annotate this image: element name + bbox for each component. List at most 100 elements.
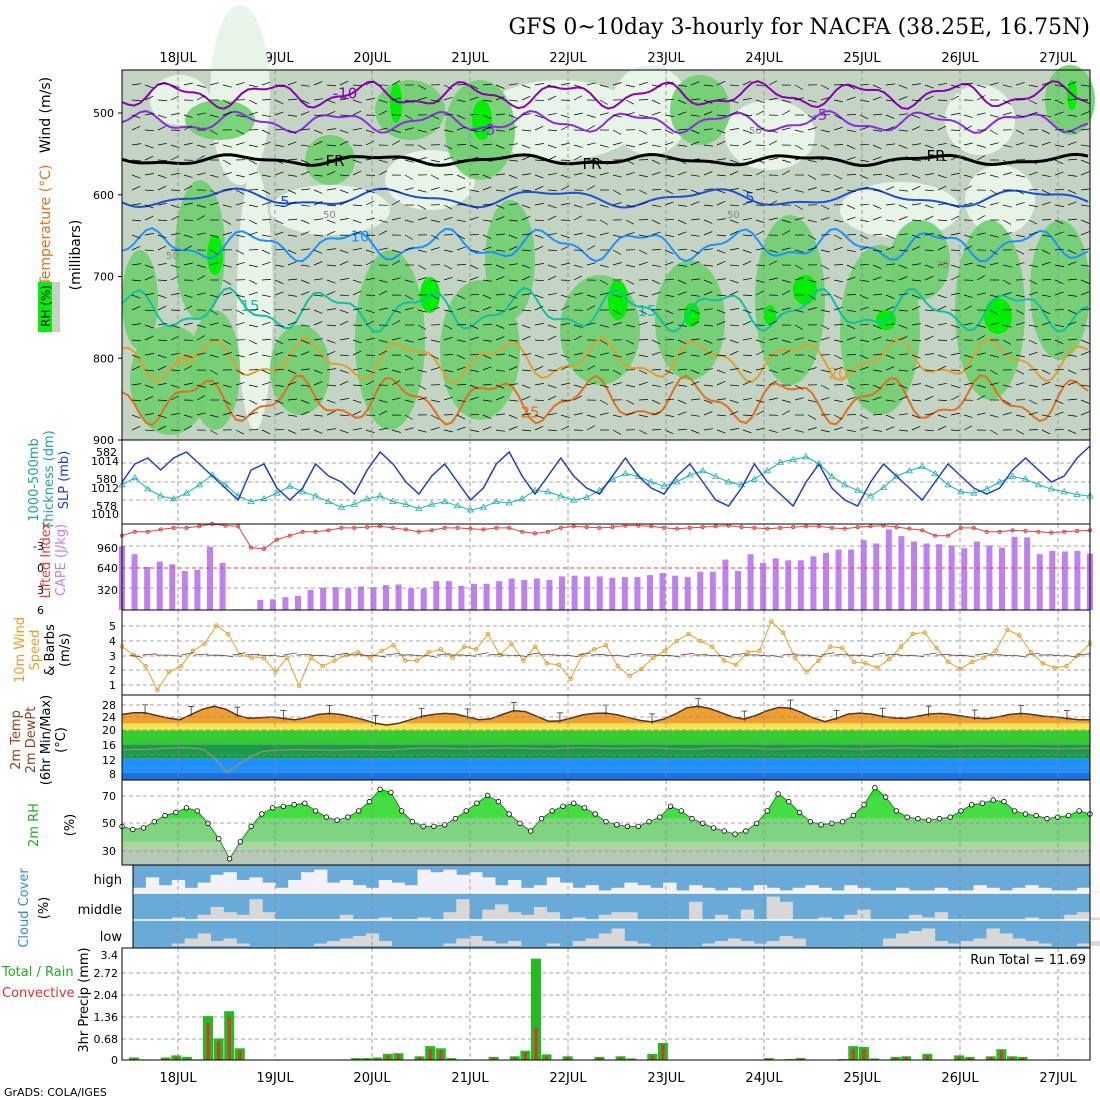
wind-barb [846, 96, 856, 101]
wind-barb [820, 337, 830, 341]
wind-barb [820, 264, 830, 270]
wind-barb [235, 429, 245, 435]
temp-color-band [122, 758, 1090, 773]
wind-barb [1015, 294, 1025, 298]
wind-barb [274, 399, 284, 405]
wind-barb [209, 189, 218, 195]
wind-barb [599, 292, 609, 296]
wind-barb [313, 381, 323, 386]
wind-barb [937, 114, 947, 119]
cloud-bar [1064, 890, 1078, 893]
wind-barb [456, 174, 466, 180]
wind-barb [625, 352, 635, 356]
wind-tick: 5 [109, 620, 116, 633]
wind-barb [859, 426, 869, 431]
wind-speed-marker [650, 655, 656, 661]
wind-barb [560, 305, 570, 311]
lifted-index-marker [132, 529, 137, 534]
wind-barb [833, 144, 844, 146]
wind-barb [222, 384, 232, 388]
wind-barb [495, 353, 505, 356]
wind-barb [391, 277, 401, 281]
wind-speed-marker [202, 641, 207, 647]
wind-barb [482, 366, 492, 371]
wind-barb [547, 264, 557, 269]
wind-barb [729, 350, 739, 356]
wind-barb [1054, 291, 1064, 296]
wind-barb [1041, 249, 1051, 255]
wind-barb [677, 339, 687, 345]
wind-barb [222, 339, 232, 345]
wind-barb [989, 414, 999, 418]
wind-barb [196, 215, 206, 221]
wind-barb [586, 305, 596, 311]
wind-barb [378, 279, 388, 283]
isotherm-m5 [121, 109, 1089, 135]
wind-speed-marker [273, 669, 278, 675]
lifted-index-marker [933, 533, 938, 538]
wind-barb [1015, 309, 1025, 315]
wind-barb [885, 186, 895, 191]
wind-barb [508, 246, 518, 251]
wind-barb [378, 170, 388, 176]
chart-title: GFS 0~10day 3-hourly for NACFA (38.25E, … [509, 15, 1090, 40]
wind-barb [677, 128, 688, 131]
thickness-marker [324, 497, 333, 504]
wind-barb [261, 429, 271, 435]
cape-bar [684, 577, 691, 610]
wind-barb [989, 249, 998, 255]
wind-barb [950, 155, 960, 161]
wind-barb [170, 95, 180, 101]
wind-barb [794, 309, 804, 313]
precip-convective-bar [619, 1057, 623, 1060]
lifted-index-marker [481, 527, 486, 532]
wind-barb [690, 174, 700, 177]
wind-barb [625, 264, 635, 268]
wind-barb [547, 395, 557, 401]
wind-barb [196, 232, 206, 236]
wind-barb [638, 81, 648, 86]
cloud-bar [430, 872, 444, 893]
wind-barb [898, 353, 908, 356]
wind-barb [742, 129, 752, 134]
thickness-marker [892, 472, 901, 479]
wind-barb [560, 219, 571, 221]
wind-barb [1028, 429, 1039, 431]
wind-speed-marker [757, 648, 762, 654]
wind-barb [716, 249, 726, 254]
cloud-bar [637, 943, 651, 946]
wind-barb [729, 248, 739, 251]
wind-barb [924, 189, 935, 192]
wind-barb [378, 99, 388, 103]
wind-barb [1002, 99, 1012, 105]
precip-convective-bar [1021, 1057, 1024, 1060]
wind-barb [196, 335, 206, 341]
wind-barb [768, 189, 778, 193]
wind-barb [937, 339, 948, 341]
wind-barb [937, 425, 947, 431]
wind-barb [573, 264, 583, 268]
wind-barb [1080, 99, 1090, 104]
wind-barb [1028, 99, 1038, 105]
rh-marker [355, 808, 362, 814]
lifted-index-marker [907, 526, 912, 531]
wind-barb [586, 202, 596, 206]
wind-barb [365, 369, 375, 374]
rh-marker [624, 823, 631, 830]
wind-barb [586, 125, 596, 131]
wind-barb [872, 204, 882, 210]
wind-barb [898, 276, 908, 281]
wind-barb [703, 368, 713, 371]
wind-barb [274, 428, 285, 431]
wind-barb [638, 309, 648, 315]
slp-line [121, 445, 1091, 508]
wind-speed-marker [603, 642, 609, 648]
wind-barb [339, 369, 349, 374]
lifted-index-marker [403, 527, 408, 532]
wind-barb [430, 219, 440, 223]
wind-barb [1002, 292, 1012, 296]
wind-barb [794, 249, 804, 253]
wind-barb [508, 323, 518, 326]
wind-barb [235, 189, 245, 195]
